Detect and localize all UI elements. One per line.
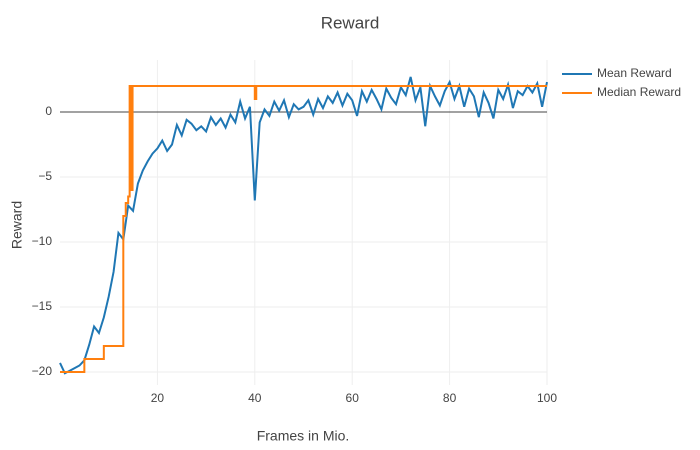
y-tick-label: −20 (32, 364, 53, 378)
y-tick-label: −5 (38, 169, 52, 183)
y-tick-label: −10 (32, 234, 53, 248)
chart-title: Reward (321, 13, 380, 32)
y-tick-label: 0 (45, 104, 52, 118)
legend-label: Median Reward (597, 85, 681, 99)
x-tick-label: 20 (151, 391, 165, 405)
line (60, 85, 547, 373)
line (59, 76, 548, 375)
legend-label: Mean Reward (597, 66, 672, 80)
x-tick-label: 100 (537, 391, 557, 405)
x-tick-label: 40 (248, 391, 262, 405)
y-tick-label: −15 (32, 299, 53, 313)
x-tick-label: 80 (443, 391, 457, 405)
y-axis-label: Reward (9, 201, 25, 249)
x-tick-label: 60 (346, 391, 360, 405)
x-axis-label: Frames in Mio. (257, 428, 350, 444)
